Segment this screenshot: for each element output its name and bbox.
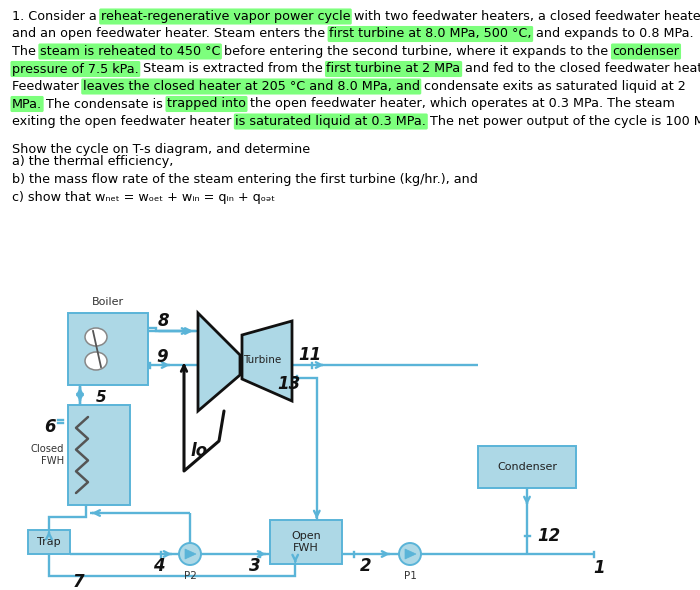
Text: exiting the open feedwater heater: exiting the open feedwater heater bbox=[12, 115, 235, 128]
Text: 2: 2 bbox=[360, 557, 372, 575]
Ellipse shape bbox=[85, 352, 107, 370]
Text: 11: 11 bbox=[298, 346, 321, 364]
Text: lo: lo bbox=[190, 442, 208, 460]
Text: Open
FWH: Open FWH bbox=[291, 531, 321, 553]
Text: and expands to 0.8 MPa.: and expands to 0.8 MPa. bbox=[531, 28, 693, 41]
Text: 7: 7 bbox=[74, 573, 85, 590]
Text: The condensate is: The condensate is bbox=[42, 97, 167, 110]
Polygon shape bbox=[198, 313, 240, 411]
Text: Feedwater: Feedwater bbox=[12, 80, 83, 93]
Text: pressure of 7.5 kPa.: pressure of 7.5 kPa. bbox=[12, 63, 139, 76]
Polygon shape bbox=[405, 549, 416, 559]
Polygon shape bbox=[185, 549, 196, 559]
Ellipse shape bbox=[85, 328, 107, 346]
Text: and fed to the closed feedwater heater.: and fed to the closed feedwater heater. bbox=[461, 63, 700, 76]
Text: Boiler: Boiler bbox=[92, 297, 124, 307]
Text: Show the cycle on T-s diagram, and determine: Show the cycle on T-s diagram, and deter… bbox=[12, 143, 310, 156]
FancyBboxPatch shape bbox=[68, 313, 148, 385]
Text: MPa.: MPa. bbox=[12, 97, 42, 110]
FancyBboxPatch shape bbox=[68, 405, 130, 505]
Text: before entering the second turbine, where it expands to the: before entering the second turbine, wher… bbox=[220, 45, 612, 58]
Text: Turbine: Turbine bbox=[243, 355, 281, 365]
Text: first turbine at 2 MPa: first turbine at 2 MPa bbox=[326, 63, 461, 76]
Text: first turbine at 8.0 MPa, 500 °C,: first turbine at 8.0 MPa, 500 °C, bbox=[329, 28, 531, 41]
Text: condensate exits as saturated liquid at 2: condensate exits as saturated liquid at … bbox=[420, 80, 685, 93]
Text: leaves the closed heater at 205 °C and 8.0 MPa, and: leaves the closed heater at 205 °C and 8… bbox=[83, 80, 420, 93]
Text: steam is reheated to 450 °C: steam is reheated to 450 °C bbox=[40, 45, 220, 58]
Circle shape bbox=[179, 543, 201, 565]
Text: c) show that wₙₑₜ = wₒₑₜ + wᵢₙ = qᵢₙ + qₒₔₜ: c) show that wₙₑₜ = wₒₑₜ + wᵢₙ = qᵢₙ + q… bbox=[12, 191, 275, 204]
Polygon shape bbox=[242, 321, 292, 401]
Text: P1: P1 bbox=[404, 571, 416, 581]
FancyBboxPatch shape bbox=[478, 446, 576, 488]
Text: trapped into: trapped into bbox=[167, 97, 246, 110]
Text: 3: 3 bbox=[249, 557, 261, 575]
Text: Steam is extracted from the: Steam is extracted from the bbox=[139, 63, 326, 76]
Text: with two feedwater heaters, a closed feedwater heater: with two feedwater heaters, a closed fee… bbox=[350, 10, 700, 23]
Text: Closed
FWH: Closed FWH bbox=[31, 444, 64, 466]
Text: Condenser: Condenser bbox=[497, 462, 557, 472]
Text: 12: 12 bbox=[538, 527, 561, 545]
Text: reheat-regenerative vapor power cycle: reheat-regenerative vapor power cycle bbox=[101, 10, 350, 23]
Text: 4: 4 bbox=[153, 557, 164, 575]
Text: 9: 9 bbox=[156, 348, 168, 366]
Text: 5: 5 bbox=[96, 389, 106, 405]
Text: is saturated liquid at 0.3 MPa.: is saturated liquid at 0.3 MPa. bbox=[235, 115, 426, 128]
Text: 13: 13 bbox=[277, 375, 300, 393]
Circle shape bbox=[399, 543, 421, 565]
Text: the open feedwater heater, which operates at 0.3 MPa. The steam: the open feedwater heater, which operate… bbox=[246, 97, 675, 110]
Text: Trap: Trap bbox=[37, 537, 61, 547]
FancyBboxPatch shape bbox=[270, 520, 342, 564]
FancyBboxPatch shape bbox=[28, 530, 70, 554]
Text: and an open feedwater heater. Steam enters the: and an open feedwater heater. Steam ente… bbox=[12, 28, 329, 41]
Text: a) the thermal efficiency,: a) the thermal efficiency, bbox=[12, 155, 174, 168]
Text: P2: P2 bbox=[183, 571, 197, 581]
Text: 1: 1 bbox=[593, 559, 605, 577]
Text: b) the mass flow rate of the steam entering the first turbine (kg/hr.), and: b) the mass flow rate of the steam enter… bbox=[12, 172, 478, 185]
Text: The: The bbox=[12, 45, 40, 58]
Text: 8: 8 bbox=[158, 312, 169, 330]
Text: The net power output of the cycle is 100 MW.: The net power output of the cycle is 100… bbox=[426, 115, 700, 128]
Text: 6: 6 bbox=[44, 418, 56, 436]
Text: 1. Consider a: 1. Consider a bbox=[12, 10, 101, 23]
Text: condenser: condenser bbox=[612, 45, 680, 58]
